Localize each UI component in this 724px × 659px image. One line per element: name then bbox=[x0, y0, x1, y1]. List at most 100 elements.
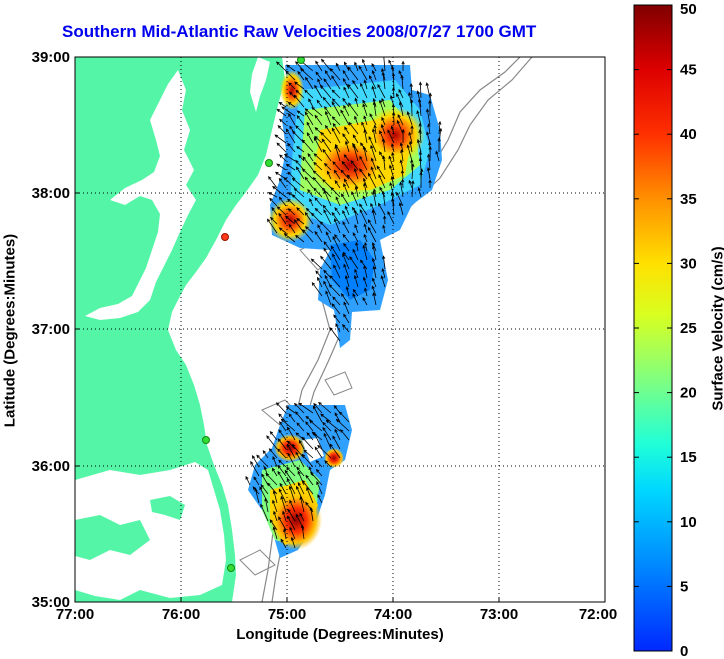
velocity-arrow bbox=[278, 212, 287, 225]
x-tick-label: 76:00 bbox=[162, 606, 200, 623]
velocity-arrow bbox=[287, 452, 296, 468]
velocity-arrow bbox=[351, 191, 359, 207]
velocity-arrow bbox=[314, 114, 323, 126]
velocity-arrow bbox=[331, 127, 341, 144]
velocity-arrow bbox=[279, 482, 287, 495]
velocity-arrow bbox=[347, 83, 359, 99]
velocity-arrow bbox=[390, 175, 395, 189]
velocity-arrow bbox=[388, 155, 395, 171]
velocity-arrow bbox=[305, 474, 314, 486]
velocity-arrow bbox=[287, 101, 296, 108]
velocity-arrow bbox=[381, 268, 386, 279]
velocity-arrow bbox=[287, 515, 296, 531]
velocity-arrow bbox=[278, 488, 287, 504]
velocity-arrow bbox=[371, 63, 377, 72]
velocity-arrow bbox=[322, 178, 332, 189]
velocity-arrow bbox=[328, 284, 341, 297]
velocity-arrow bbox=[283, 528, 287, 540]
velocity-arrow bbox=[317, 276, 323, 288]
velocity-arrow bbox=[283, 153, 296, 162]
velocity-arrow bbox=[278, 101, 287, 108]
velocity-arrow bbox=[332, 296, 341, 306]
velocity-arrow bbox=[272, 455, 278, 468]
velocity-arrow bbox=[364, 241, 368, 252]
delaware-bay bbox=[250, 57, 270, 112]
velocity-arrow bbox=[313, 136, 323, 153]
velocity-arrows-south bbox=[245, 401, 350, 549]
velocity-arrow bbox=[372, 245, 377, 261]
x-tick-label: 72:00 bbox=[579, 606, 617, 623]
grid-lines bbox=[75, 57, 605, 602]
velocity-arrow bbox=[340, 293, 350, 306]
velocity-arrow bbox=[296, 466, 305, 477]
velocity-arrow bbox=[320, 131, 332, 144]
velocity-arrow bbox=[304, 226, 314, 234]
velocity-arrow bbox=[307, 153, 314, 162]
x-tick-label: 75:00 bbox=[268, 606, 306, 623]
velocity-arrow bbox=[331, 303, 341, 315]
velocity-arrow bbox=[314, 230, 323, 243]
velocity-arrow bbox=[296, 218, 305, 225]
velocity-arrow bbox=[378, 99, 386, 117]
velocity-arrow bbox=[389, 164, 395, 180]
velocity-arrow bbox=[279, 421, 287, 432]
velocity-arrow bbox=[306, 486, 314, 504]
velocity-arrow bbox=[312, 176, 323, 189]
velocity-arrow bbox=[323, 162, 332, 171]
velocity-arrow bbox=[285, 70, 296, 81]
velocity-arrow bbox=[329, 443, 341, 459]
velocity-arrow bbox=[396, 92, 404, 108]
velocity-arrow bbox=[277, 438, 287, 450]
velocity-arrow bbox=[274, 134, 287, 144]
velocity-arrow bbox=[341, 160, 350, 171]
velocity-arrow bbox=[309, 198, 314, 207]
velocity-arrow bbox=[338, 411, 350, 423]
velocity-arrow bbox=[363, 177, 368, 189]
velocity-arrow bbox=[322, 96, 332, 108]
velocity-arrow bbox=[325, 110, 332, 126]
velocity-arrow bbox=[309, 419, 323, 432]
velocity-arrow bbox=[260, 503, 269, 522]
velocity-arrow bbox=[406, 144, 413, 162]
velocity-arrow bbox=[382, 155, 386, 171]
colorbar-tick-label: 35 bbox=[680, 191, 697, 208]
velocity-arrow bbox=[283, 233, 296, 243]
velocity-arrow bbox=[410, 124, 414, 135]
velocity-arrow bbox=[330, 187, 341, 198]
velocity-arrow bbox=[343, 263, 350, 279]
velocity-arrow bbox=[362, 103, 368, 117]
velocity-arrow bbox=[321, 58, 332, 72]
velocity-arrow bbox=[316, 480, 323, 495]
velocity-arrow bbox=[410, 98, 414, 117]
velocity-arrow bbox=[362, 99, 368, 108]
velocity-arrow bbox=[320, 255, 332, 270]
velocity-arrow bbox=[350, 159, 359, 171]
colorbar-tick-label: 20 bbox=[680, 385, 697, 402]
velocity-arrow bbox=[329, 68, 341, 81]
velocity-arrow bbox=[342, 253, 350, 270]
velocity-arrow bbox=[276, 61, 287, 72]
velocity-arrow bbox=[368, 135, 377, 153]
y-tick-label: 38:00 bbox=[32, 185, 70, 202]
velocity-arrow bbox=[296, 115, 305, 126]
velocity-arrow bbox=[382, 255, 386, 270]
y-tick-label: 37:00 bbox=[32, 321, 70, 338]
colorbar-tick-label: 40 bbox=[680, 126, 697, 143]
velocity-arrow bbox=[400, 74, 404, 90]
velocity-arrow bbox=[288, 113, 296, 126]
velocity-arrow bbox=[418, 157, 423, 171]
velocity-arrow bbox=[302, 229, 314, 243]
velocity-arrow bbox=[362, 145, 368, 162]
velocity-arrow bbox=[401, 178, 405, 189]
velocity-arrow bbox=[363, 182, 368, 198]
velocity-arrow bbox=[332, 235, 341, 252]
velocity-arrow bbox=[304, 211, 314, 225]
velocity-arrow bbox=[358, 65, 368, 81]
velocity-arrow bbox=[323, 189, 332, 207]
velocity-arrow bbox=[319, 221, 332, 234]
velocity-arrow bbox=[408, 140, 413, 153]
velocity-arrow bbox=[345, 286, 350, 297]
velocity-arrow bbox=[355, 241, 359, 252]
velocity-arrow bbox=[428, 99, 432, 117]
